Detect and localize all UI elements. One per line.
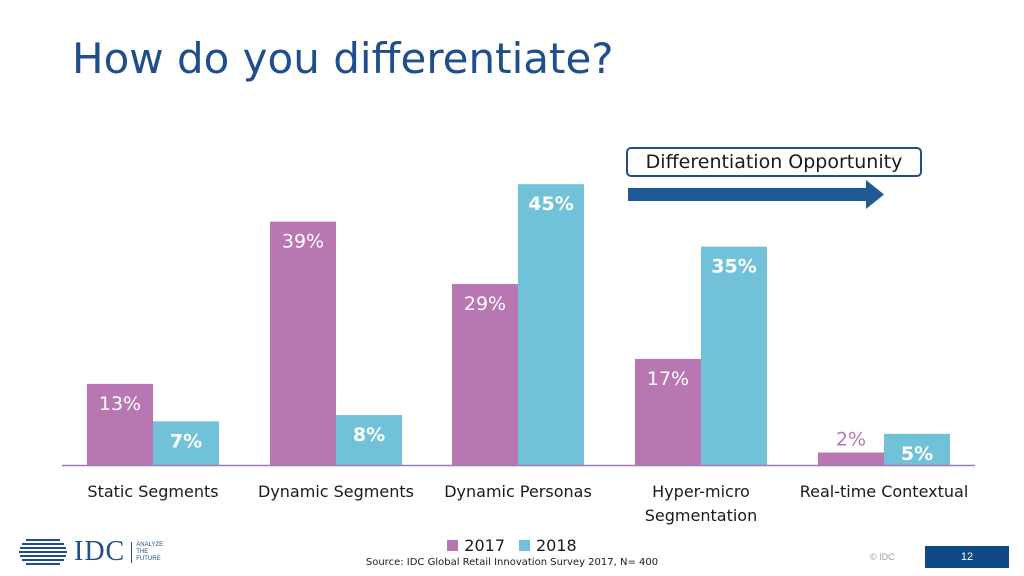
idc-logo: IDC ANALYZE THE FUTURE [18, 536, 163, 568]
bar-2018-3 [701, 246, 767, 465]
page-number: 12 [925, 546, 1009, 568]
data-label-2018-3: 35% [711, 256, 756, 278]
category-label-3: Hyper-micro [652, 482, 750, 501]
category-label-4: Real-time Contextual [800, 482, 969, 501]
logo-tagline: ANALYZE THE FUTURE [131, 541, 163, 563]
data-label-2018-1: 8% [353, 424, 385, 446]
legend-item-2018: 2018 [519, 536, 577, 555]
category-label-2: Dynamic Personas [444, 482, 592, 501]
bar-2017-1 [270, 221, 336, 465]
bar-2018-2 [518, 184, 584, 465]
data-label-2017-3: 17% [647, 368, 689, 390]
globe-icon [19, 539, 67, 565]
copyright-text: © IDC [870, 552, 895, 562]
bar-2018-0 [153, 421, 219, 465]
data-label-2017-0: 13% [99, 393, 141, 415]
data-label-2018-0: 7% [170, 430, 202, 452]
data-label-2017-2: 29% [464, 293, 506, 315]
bar-2017-3 [635, 358, 701, 465]
data-label-2018-2: 45% [528, 193, 573, 215]
bar-2017-0 [87, 383, 153, 465]
category-label-0: Static Segments [87, 482, 218, 501]
chart-legend: 2017 2018 [0, 536, 1024, 555]
data-label-2018-4: 5% [901, 443, 933, 465]
source-note: Source: IDC Global Retail Innovation Sur… [365, 557, 659, 568]
legend-label-2017: 2017 [464, 536, 505, 555]
legend-item-2017: 2017 [447, 536, 505, 555]
differentiation-callout: Differentiation Opportunity [626, 147, 922, 177]
legend-swatch-2017 [447, 540, 459, 551]
bar-2018-4 [884, 433, 950, 465]
logo-text: IDC [74, 536, 126, 567]
bar-2017-2 [452, 284, 518, 465]
opportunity-arrow-icon [866, 180, 884, 209]
bar-2018-1 [336, 415, 402, 465]
legend-label-2018: 2018 [536, 536, 577, 555]
legend-swatch-2018 [519, 540, 530, 551]
category-label-1: Dynamic Segments [258, 482, 414, 501]
opportunity-arrow-shaft [628, 188, 868, 201]
page-title: How do you differentiate? [72, 34, 614, 83]
category-label-3: Segmentation [645, 506, 757, 525]
data-label-2017-1: 39% [282, 231, 324, 253]
bar-2017-4 [818, 452, 884, 465]
data-label-2017-4: 2% [836, 429, 866, 451]
